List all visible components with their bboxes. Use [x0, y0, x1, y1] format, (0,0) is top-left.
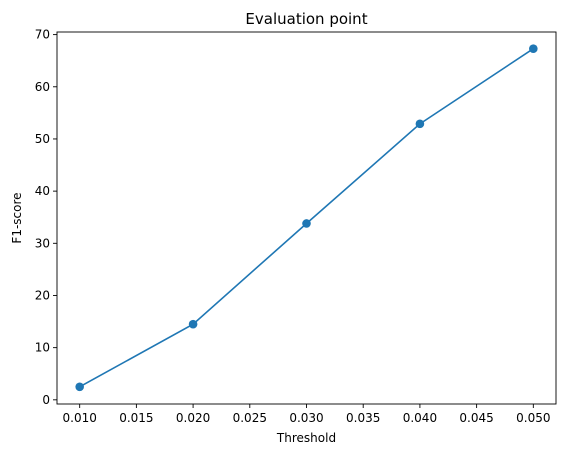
data-point [415, 119, 425, 129]
y-tick-label: 20 [35, 288, 50, 302]
x-tick-label: 0.030 [289, 411, 323, 425]
x-tick-label: 0.035 [346, 411, 380, 425]
y-tick-label: 10 [35, 341, 50, 355]
y-tick-label: 50 [35, 132, 50, 146]
y-axis-label: F1-score [10, 192, 24, 243]
x-axis-label: Threshold [276, 431, 336, 445]
y-axis-ticks: 0 10 20 30 40 50 60 70 [35, 28, 57, 407]
plot-series [75, 44, 538, 392]
y-tick-label: 30 [35, 236, 50, 250]
y-tick-label: 0 [42, 393, 50, 407]
x-tick-label: 0.040 [403, 411, 437, 425]
y-tick-label: 40 [35, 184, 50, 198]
data-point [188, 319, 198, 329]
x-tick-label: 0.015 [119, 411, 153, 425]
x-tick-label: 0.025 [233, 411, 267, 425]
chart-title: Evaluation point [245, 10, 367, 28]
axes-frame [56, 31, 557, 405]
x-tick-label: 0.050 [516, 411, 550, 425]
y-tick-label: 70 [35, 28, 50, 42]
data-point [75, 382, 84, 392]
data-point [302, 219, 311, 228]
x-tick-label: 0.045 [459, 411, 493, 425]
x-tick-label: 0.020 [176, 411, 210, 425]
data-point [529, 44, 538, 53]
x-tick-label: 0.010 [63, 411, 97, 425]
x-axis-ticks: 0.010 0.015 0.020 0.025 0.030 0.035 0.040 0.045… [63, 404, 550, 425]
y-tick-label: 60 [35, 80, 50, 94]
